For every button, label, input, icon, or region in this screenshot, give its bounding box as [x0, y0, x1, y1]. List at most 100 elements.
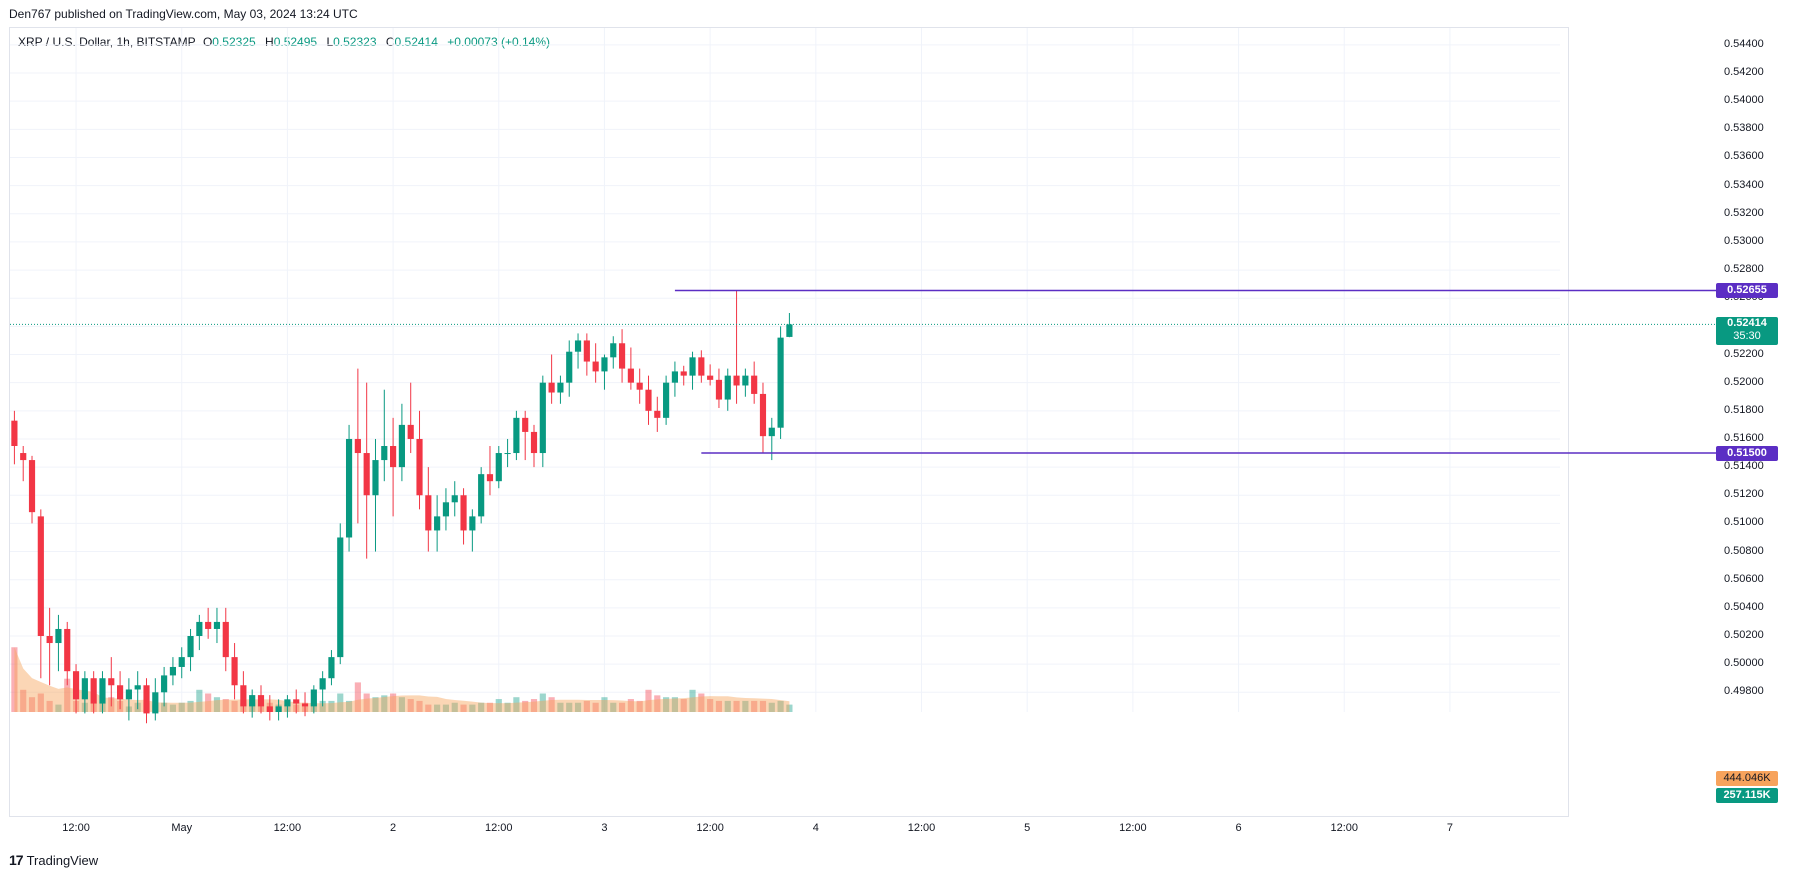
price-tick-label: 0.53200 [1724, 206, 1764, 219]
candle-body [266, 706, 273, 712]
volume-bar [354, 682, 361, 712]
volume-bar [20, 689, 27, 712]
price-tick-label: 0.51200 [1724, 488, 1764, 501]
volume-bar [618, 702, 626, 712]
price-tick-label: 0.54000 [1724, 94, 1764, 107]
volume-bar [222, 699, 229, 712]
volume-bar [328, 700, 335, 712]
candle-body [707, 375, 714, 380]
volume-bar [345, 700, 353, 712]
legend-high-value: 0.52495 [273, 35, 318, 49]
legend-high-label: H [265, 35, 274, 49]
price-tick-label: 0.53000 [1724, 234, 1764, 247]
candle-body [143, 685, 150, 714]
time-tick-label: 12:00 [485, 822, 513, 834]
candle-body [733, 375, 740, 386]
candle-body [434, 516, 441, 531]
price-tick-label: 0.53400 [1724, 178, 1764, 191]
legend-low-label: L [326, 35, 334, 49]
legend-open: O0.52325 [203, 35, 256, 49]
candle-body [354, 438, 361, 454]
legend-close-value: 0.52414 [394, 35, 438, 49]
candle-body [786, 324, 793, 337]
price-tick-label: 0.53600 [1724, 150, 1764, 163]
time-tick-label: 12:00 [273, 822, 302, 834]
volume-bar [645, 689, 652, 712]
tradingview-logo-icon: 17 [9, 852, 24, 868]
volume-bar [557, 702, 564, 712]
candle-body [240, 685, 247, 707]
volume-bar [390, 693, 397, 712]
candle-body [495, 453, 502, 482]
volume-bar [407, 699, 414, 712]
footer-brand[interactable]: 17 TradingView [9, 852, 98, 868]
volume-bar [698, 693, 705, 712]
volume-bar [460, 704, 467, 712]
candle-body [134, 685, 141, 690]
volume-bar [495, 699, 502, 712]
volume-ma-area [14, 647, 790, 712]
volume-bar [55, 704, 62, 712]
candle-body [442, 502, 450, 517]
volume-tag: 257.115K [1716, 788, 1778, 803]
volume-bar [663, 697, 670, 712]
candle-body [486, 474, 494, 482]
volume-bar [469, 704, 476, 712]
volume-bar [205, 693, 212, 712]
volume-bar [196, 689, 203, 712]
candle-body [398, 424, 405, 468]
candle-body [187, 636, 194, 658]
volume-bar [513, 697, 520, 712]
legend-open-value: 0.52325 [212, 35, 256, 49]
candle-body [416, 438, 423, 496]
volume-bar [337, 693, 344, 712]
volume-bar [574, 702, 582, 712]
candle-body [257, 695, 265, 707]
candle-body [627, 368, 634, 383]
volume-bar [178, 702, 185, 712]
candle-body [55, 628, 62, 644]
candle-body [205, 621, 212, 629]
candle-body [20, 453, 27, 461]
volume-bar [715, 700, 723, 712]
volume-bar [425, 704, 432, 712]
price-tick-label: 0.50400 [1724, 600, 1764, 613]
time-tick-label: 12:00 [1119, 822, 1147, 834]
candle-body [592, 361, 599, 372]
time-tick-label: 12:00 [696, 822, 724, 834]
candle-body [407, 424, 414, 439]
volume-bar [654, 695, 661, 712]
candle-body [469, 516, 476, 531]
price-tick-label: 0.51400 [1724, 460, 1764, 473]
time-tick-label: 12:00 [907, 822, 936, 834]
candle-body [610, 343, 617, 358]
resistance-price-tag: 0.52655 [1716, 283, 1778, 299]
price-tick-label: 0.50600 [1724, 572, 1764, 585]
price-tick-label: 0.54200 [1724, 66, 1764, 79]
volume-bar [372, 697, 379, 712]
candle-body [46, 636, 53, 644]
legend-symbol: XRP / U.S. Dollar, 1h, BITSTAMP [18, 35, 196, 49]
time-tick-label: 4 [812, 822, 819, 834]
candle-body [504, 453, 511, 455]
publisher-note: Den767 published on TradingView.com, May… [9, 7, 358, 21]
candle-body [337, 537, 344, 658]
volume-bar [601, 697, 608, 712]
volume-bar [398, 697, 405, 712]
volume-bar [442, 704, 450, 712]
price-tick-label: 0.50800 [1724, 544, 1764, 557]
candle-body [363, 453, 370, 496]
price-tick-label: 0.52800 [1724, 263, 1764, 276]
candle-body [161, 675, 168, 693]
legend-close: C0.52414 [386, 35, 438, 49]
candle-body [310, 689, 317, 707]
volume-bar [610, 702, 617, 712]
price-tick-label: 0.50200 [1724, 629, 1764, 641]
candle-body [530, 431, 538, 454]
candle-body [117, 685, 124, 700]
volume-bar [627, 699, 634, 712]
legend-open-label: O [202, 35, 213, 49]
candle-body [328, 657, 335, 679]
candle-body [213, 621, 221, 629]
